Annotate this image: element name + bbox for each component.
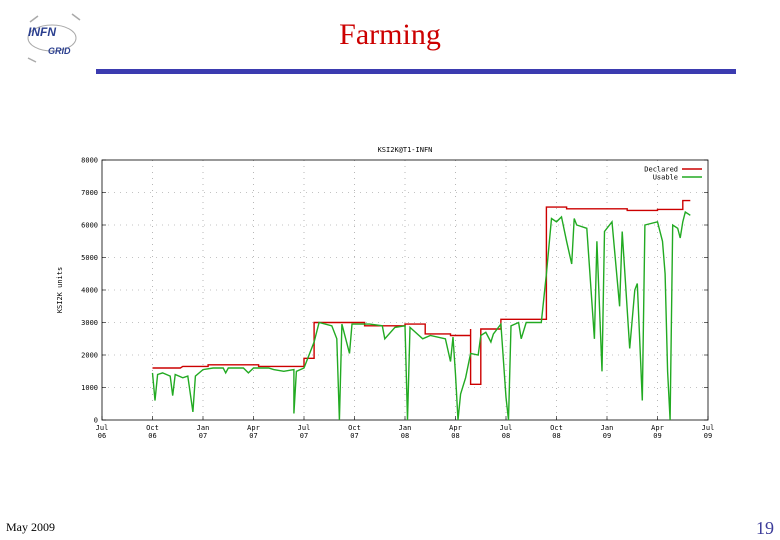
y-tick-label: 8000 (81, 157, 98, 165)
x-tick-label: Jan (399, 424, 412, 432)
x-tick-label: Oct (348, 424, 361, 432)
logo-top-text: INFN (28, 25, 56, 39)
x-tick-label: Apr (247, 424, 260, 432)
series-line-usable (151, 210, 691, 421)
y-tick-label: 1000 (81, 384, 98, 392)
infn-grid-logo: INFN GRID (27, 13, 81, 63)
x-tick-label: 06 (148, 432, 156, 440)
footer-date: May 2009 (6, 520, 55, 534)
x-tick-label: 07 (249, 432, 257, 440)
x-tick-label: 09 (704, 432, 712, 440)
x-tick-label: Jul (702, 424, 715, 432)
x-tick-label: 08 (502, 432, 510, 440)
x-tick-label: 07 (350, 432, 358, 440)
title-rule (96, 69, 736, 74)
x-tick-label: Jan (197, 424, 210, 432)
grid (102, 160, 708, 420)
y-tick-label: 5000 (81, 254, 98, 262)
slide-title: Farming (339, 18, 441, 51)
legend-label: Usable (653, 174, 678, 182)
chart-title: KSI2K@T1-INFN (378, 146, 433, 154)
x-tick-label: 08 (451, 432, 459, 440)
y-axis-label: KSI2K units (56, 267, 64, 313)
x-tick-label: Jul (500, 424, 513, 432)
x-tick-label: 08 (401, 432, 409, 440)
series-layer (151, 199, 691, 421)
x-tick-label: Oct (550, 424, 563, 432)
logo-decoration (27, 13, 81, 63)
x-tick-label: Jan (601, 424, 614, 432)
axes: 010002000300040005000600070008000Jul06Oc… (81, 157, 714, 441)
x-tick-label: 08 (552, 432, 560, 440)
y-tick-label: 0 (94, 417, 98, 425)
x-tick-label: 07 (300, 432, 308, 440)
page-number: 19 (756, 518, 774, 538)
chart: 010002000300040005000600070008000Jul06Oc… (56, 146, 714, 441)
x-tick-label: Jul (96, 424, 109, 432)
y-tick-label: 7000 (81, 189, 98, 197)
logo-orbit (27, 24, 77, 52)
x-tick-label: Apr (449, 424, 462, 432)
logo-bottom-text: GRID (48, 46, 71, 56)
legend-label: Declared (644, 166, 678, 174)
x-tick-label: 06 (98, 432, 106, 440)
y-tick-label: 6000 (81, 222, 98, 230)
y-tick-label: 4000 (81, 287, 98, 295)
x-tick-label: Apr (651, 424, 664, 432)
y-tick-label: 2000 (81, 352, 98, 360)
x-tick-label: 09 (653, 432, 661, 440)
x-tick-label: Jul (298, 424, 311, 432)
x-tick-label: Oct (146, 424, 159, 432)
series-line-declared (152, 199, 691, 385)
y-tick-label: 3000 (81, 319, 98, 327)
x-tick-label: 07 (199, 432, 207, 440)
x-tick-label: 09 (603, 432, 611, 440)
